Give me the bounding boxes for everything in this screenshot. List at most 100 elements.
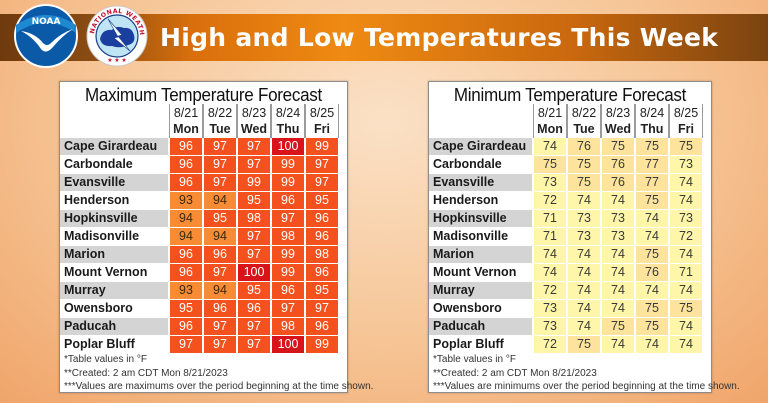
page-title: High and Low Temperatures This Week [160, 23, 719, 52]
temperature-cell: 94 [204, 228, 236, 245]
temperature-cell: 74 [568, 282, 600, 299]
temperature-cell: 73 [534, 318, 566, 335]
temperature-cell: 96 [306, 264, 338, 281]
temperature-cell: 97 [204, 336, 236, 353]
max-footnotes: *Table values in °F **Created: 2 am CDT … [64, 353, 373, 394]
footnote-units: *Table values in °F [433, 354, 516, 365]
min-temperature-panel: Minimum Temperature Forecast 8/21 Mon 8/22… [428, 81, 740, 393]
temperature-cell: 97 [238, 156, 270, 173]
column-day: Tue [573, 122, 595, 136]
table-row: Carbondale 96 97 97 99 97 [60, 156, 347, 174]
temperature-cell: 96 [170, 264, 202, 281]
svg-text:NOAA: NOAA [32, 17, 61, 27]
temperature-cell: 97 [204, 318, 236, 335]
temperature-cell: 75 [568, 336, 600, 353]
city-label: Henderson [64, 193, 130, 207]
temperature-cell: 73 [602, 228, 634, 245]
table-row: Owensboro 95 96 96 97 97 [60, 300, 347, 318]
city-label: Murray [60, 282, 168, 299]
column-header-tue: 8/22 Tue [203, 104, 237, 138]
temperature-cell: 96 [170, 174, 202, 191]
temperature-cell: 73 [568, 210, 600, 227]
temperature-cell: 97 [238, 228, 270, 245]
city-label: Cape Girardeau [429, 138, 532, 155]
temperature-cell: 75 [568, 174, 600, 191]
city-label: Poplar Bluff [433, 337, 504, 351]
column-header-mon: 8/21 Mon [533, 104, 567, 138]
column-header-mon: 8/21 Mon [169, 104, 203, 138]
temperature-cell: 94 [170, 228, 202, 245]
column-date: 8/25 [309, 106, 335, 120]
column-header-tue: 8/22 Tue [567, 104, 601, 138]
temperature-cell: 75 [636, 192, 668, 209]
temperature-cell: 74 [670, 174, 702, 191]
temperature-cell: 98 [272, 318, 304, 335]
temperature-cell: 100 [272, 336, 304, 353]
temperature-cell: 96 [272, 192, 304, 209]
city-label: Poplar Bluff [64, 337, 135, 351]
temperature-cell: 75 [636, 300, 668, 317]
table-row: Carbondale 75 75 76 77 73 [429, 156, 711, 174]
temperature-cell: 76 [602, 174, 634, 191]
temperature-cell: 74 [534, 138, 566, 155]
temperature-cell: 74 [534, 246, 566, 263]
column-date: 8/24 [275, 106, 301, 120]
min-footnotes: *Table values in °F **Created: 2 am CDT … [433, 353, 740, 394]
column-header-thu: 8/24 Thu [635, 104, 669, 138]
temperature-cell: 97 [238, 336, 270, 353]
column-day: Mon [173, 122, 199, 136]
table-row: Hopkinsville 94 95 98 97 96 [60, 210, 347, 228]
temperature-cell: 76 [636, 264, 668, 281]
city-label: Marion [60, 246, 168, 263]
temperature-cell: 98 [306, 246, 338, 263]
temperature-cell: 74 [636, 336, 668, 353]
temperature-cell: 96 [204, 300, 236, 317]
city-label: Owensboro [433, 301, 502, 315]
table-row: Cape Girardeau 74 76 75 75 75 [429, 138, 711, 156]
temperature-cell: 99 [272, 156, 304, 173]
temperature-cell: 74 [636, 228, 668, 245]
temperature-cell: 96 [170, 318, 202, 335]
city-label: Madisonville [64, 229, 140, 243]
city-label: Evansville [429, 174, 532, 191]
temperature-cell: 94 [204, 192, 236, 209]
temperature-cell: 76 [568, 138, 600, 155]
temperature-cell: 72 [534, 336, 566, 353]
temperature-cell: 97 [204, 156, 236, 173]
temperature-cell: 75 [568, 156, 600, 173]
city-label: Hopkinsville [429, 210, 532, 227]
temperature-cell: 99 [306, 138, 338, 155]
column-header-fri: 8/25 Fri [305, 104, 339, 138]
temperature-cell: 96 [170, 156, 202, 173]
column-date: 8/22 [571, 106, 597, 120]
table-row: Evansville 73 75 76 77 74 [429, 174, 711, 192]
temperature-cell: 74 [602, 282, 634, 299]
temperature-cell: 75 [670, 138, 702, 155]
temperature-cell: 71 [670, 264, 702, 281]
temperature-cell: 71 [534, 228, 566, 245]
temperature-cell: 97 [238, 246, 270, 263]
temperature-cell: 75 [636, 246, 668, 263]
temperature-cell: 74 [568, 264, 600, 281]
temperature-cell: 97 [170, 336, 202, 353]
temperature-cell: 74 [568, 300, 600, 317]
footnote-period: ***Values are minimums over the period b… [433, 381, 740, 392]
city-label: Murray [429, 282, 532, 299]
temperature-cell: 75 [636, 318, 668, 335]
svg-text:★ ★ ★: ★ ★ ★ [107, 57, 126, 64]
temperature-cell: 96 [306, 228, 338, 245]
temperature-cell: 73 [602, 210, 634, 227]
temperature-cell: 74 [670, 282, 702, 299]
temperature-cell: 72 [534, 282, 566, 299]
temperature-cell: 77 [636, 156, 668, 173]
city-label: Paducah [429, 318, 532, 335]
footnote-created: **Created: 2 am CDT Mon 8/21/2023 [64, 367, 228, 379]
city-label: Mount Vernon [64, 265, 148, 279]
table-row: Madisonville 71 73 73 74 72 [429, 228, 711, 246]
temperature-cell: 96 [170, 246, 202, 263]
temperature-cell: 93 [170, 192, 202, 209]
temperature-cell: 97 [238, 138, 270, 155]
table-row: Murray 93 94 95 96 95 [60, 282, 347, 300]
footnote-created: **Created: 2 am CDT Mon 8/21/2023 [433, 367, 597, 379]
column-day: Wed [604, 122, 632, 136]
